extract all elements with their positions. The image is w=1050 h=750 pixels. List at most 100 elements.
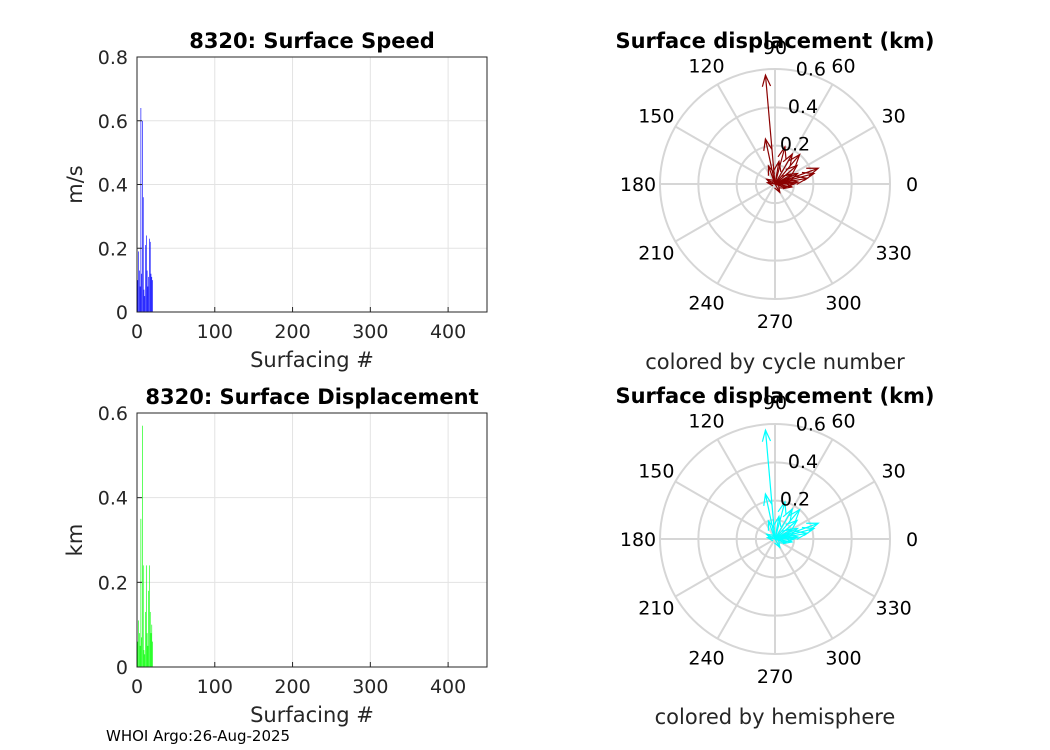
bar [143,650,145,667]
bar [147,286,149,312]
vector-arrowhead [763,492,773,506]
polar-spoke [774,183,876,243]
bar [140,518,142,667]
y-tick-label: 0.2 [98,238,128,260]
bar [149,611,151,667]
y-axis-label: km [63,524,87,557]
polar-subtitle: colored by cycle number [645,350,905,374]
bar [140,108,142,312]
displacement-vector [773,159,782,185]
bar [146,235,147,312]
displacement-vector [761,428,776,540]
vector-arrowhead [761,73,772,87]
bar [142,565,144,667]
polar-spoke [774,538,834,640]
vector-arrowhead [777,500,787,514]
bar [152,280,153,312]
vector-arrowhead [785,164,799,177]
angle-label: 210 [638,243,674,265]
angle-label: 330 [876,598,912,620]
angle-label: 150 [638,106,674,128]
bar [144,654,146,667]
vector-shaft [774,161,780,185]
vector-arrowhead [763,137,773,151]
radial-tick-label: 0.2 [780,489,810,511]
angle-label: 300 [825,293,861,315]
y-tick-label: 0.8 [98,47,128,69]
angle-label: 60 [831,55,855,77]
vector-arrowhead [765,180,774,187]
bar [139,645,141,667]
vector-arrowhead [767,519,776,531]
angle-label: 30 [882,106,906,128]
angle-label: 330 [876,243,912,265]
vector-shaft [774,516,780,540]
y-tick-label: 0 [116,302,128,324]
vector-shaft [774,538,787,544]
angle-label: 150 [638,461,674,483]
x-tick-label: 300 [352,676,388,698]
vector-arrowhead [774,540,781,549]
displacement-bar-chart: 0 100 200 300 400 0 0.2 0.4 0.6 8320: Surface Dis… [63,385,488,727]
vector-arrowhead [786,172,800,183]
displacement-vector [761,73,776,185]
vector-arrowhead [778,182,788,189]
angle-label: 90 [763,37,787,59]
vector-arrowhead [774,185,781,194]
angle-label: 180 [620,529,656,551]
angle-label: 30 [882,461,906,483]
x-tick-label: 0 [131,676,143,698]
bar [139,286,141,312]
y-tick-label: 0.4 [98,488,128,510]
bar [138,251,139,312]
vector-arrowhead [788,153,801,167]
displacement-vector [767,519,776,540]
polar-spoke [674,480,776,540]
displacement-vector [774,152,794,185]
polar-displacement-by-cycle: 0.2 0.4 0.6 0 30 60 90 120 150 180 210 240 270 300 330… [615,29,934,374]
polar-spoke [716,438,776,540]
x-tick-label: 0 [131,321,143,343]
polar-spoke [774,183,834,285]
bar [144,296,146,312]
angle-label: 300 [825,648,861,670]
y-tick-label: 0.6 [98,111,128,133]
angle-label: 210 [638,598,674,620]
bar [152,641,153,667]
bar [147,645,149,667]
bar [148,276,149,312]
displacement-vector [767,164,776,185]
vector-arrowhead [765,535,774,542]
polar-spoke [716,83,776,185]
vector-shaft [774,165,798,185]
vector-shaft [767,165,776,185]
vector-arrowhead [795,175,809,185]
x-axis-label: Surfacing # [250,703,374,727]
x-tick-label: 200 [274,676,310,698]
x-tick-label: 200 [274,321,310,343]
bar [139,633,140,667]
x-axis-label: Surfacing # [250,348,374,372]
x-tick-label: 400 [430,321,466,343]
vector-arrowhead [773,514,782,528]
radial-tick-label: 0.4 [788,96,818,118]
bar [150,273,152,312]
vector-shaft [764,493,776,540]
vector-shaft [774,172,798,185]
polar-spoke [674,538,776,598]
angle-label: 120 [688,410,724,432]
vector-arrowhead [777,145,787,159]
bar [138,620,139,667]
angle-label: 120 [688,55,724,77]
polar-title: Surface displacement (km) [615,29,934,53]
x-tick-label: 300 [352,321,388,343]
vector-arrowhead [782,152,794,167]
polar-subtitle: colored by hemisphere [655,705,896,729]
vector-arrowhead [767,164,776,176]
displacement-vector [774,183,781,194]
displacement-vector [763,137,776,185]
displacement-vector [765,180,776,187]
displacement-vector [763,492,776,540]
bar [151,624,153,667]
bar [142,425,143,667]
